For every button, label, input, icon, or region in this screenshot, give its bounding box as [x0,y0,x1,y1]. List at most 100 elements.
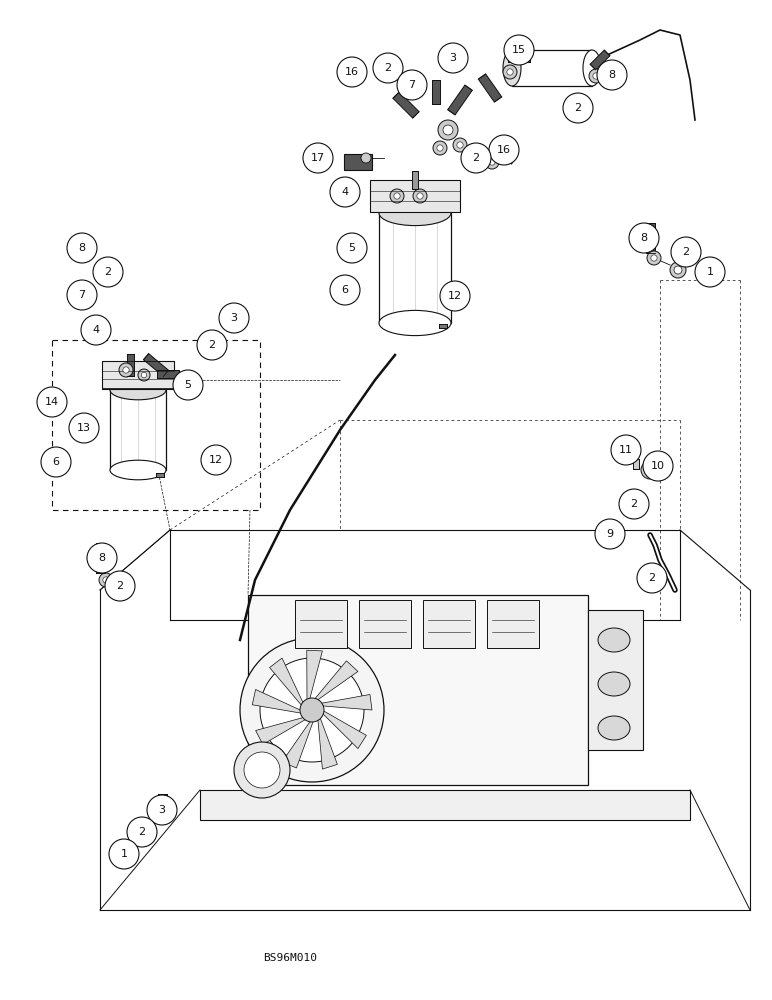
Circle shape [695,257,725,287]
Circle shape [99,573,113,587]
Polygon shape [313,661,358,701]
Circle shape [201,445,231,475]
Polygon shape [157,370,179,378]
Text: 8: 8 [608,70,615,80]
Text: 3: 3 [231,313,238,323]
Ellipse shape [379,310,451,336]
Ellipse shape [598,672,630,696]
Circle shape [394,193,400,199]
Circle shape [647,577,653,583]
Circle shape [611,435,641,465]
Circle shape [260,658,364,762]
Polygon shape [393,92,419,118]
Text: 5: 5 [185,380,191,390]
Bar [370,180,460,212]
Circle shape [651,255,657,261]
Text: 11: 11 [619,445,633,455]
Polygon shape [269,658,304,707]
Polygon shape [306,650,323,701]
Text: 3: 3 [158,805,165,815]
Circle shape [390,189,404,203]
Text: 8: 8 [79,243,86,253]
Circle shape [643,573,657,587]
Circle shape [219,303,249,333]
Circle shape [361,153,371,163]
Circle shape [138,369,150,381]
Circle shape [244,752,280,788]
Text: 12: 12 [448,291,462,301]
Circle shape [197,330,227,360]
Circle shape [629,223,659,253]
Circle shape [589,69,603,83]
Circle shape [234,742,290,798]
Circle shape [619,447,625,453]
Polygon shape [96,543,104,573]
Text: 9: 9 [607,529,614,539]
Text: 7: 7 [408,80,415,90]
Text: 2: 2 [648,573,655,583]
Circle shape [87,543,117,573]
Text: 12: 12 [209,455,223,465]
Circle shape [93,257,123,287]
Circle shape [303,143,333,173]
Polygon shape [127,354,134,376]
Circle shape [37,387,67,417]
Text: 13: 13 [77,423,91,433]
Circle shape [438,43,468,73]
Polygon shape [322,710,367,749]
Polygon shape [156,473,164,477]
Text: 1: 1 [120,849,127,859]
Polygon shape [432,80,440,104]
Bar [423,600,475,648]
Polygon shape [590,50,610,70]
Polygon shape [139,826,151,840]
Polygon shape [144,354,168,376]
Text: 2: 2 [472,153,479,163]
Circle shape [641,461,659,479]
Circle shape [438,120,458,140]
Circle shape [443,125,453,135]
Text: 4: 4 [341,187,349,197]
Circle shape [141,372,147,378]
Circle shape [595,519,625,549]
Circle shape [507,69,513,75]
Circle shape [417,193,423,199]
Circle shape [120,846,136,862]
Ellipse shape [110,460,166,480]
Text: 2: 2 [117,581,124,591]
Polygon shape [157,794,167,822]
Polygon shape [479,74,502,102]
Circle shape [503,65,517,79]
Circle shape [337,233,367,263]
Circle shape [637,563,667,593]
Text: 7: 7 [79,290,86,300]
Circle shape [645,466,655,475]
Circle shape [69,413,99,443]
Polygon shape [320,694,372,710]
Circle shape [563,93,593,123]
Circle shape [440,281,470,311]
Polygon shape [645,223,655,253]
Bar [295,600,347,648]
Circle shape [489,135,519,165]
Circle shape [109,839,139,869]
Circle shape [437,145,443,151]
Circle shape [489,159,495,165]
Ellipse shape [379,200,451,226]
Circle shape [330,275,360,305]
Bar [379,213,451,323]
Circle shape [124,850,132,858]
Circle shape [123,367,129,373]
Text: 2: 2 [631,499,638,509]
Bar [588,610,643,750]
Circle shape [643,451,673,481]
Text: 2: 2 [138,827,146,837]
Text: 2: 2 [574,103,581,113]
Text: 2: 2 [104,267,112,277]
Circle shape [67,280,97,310]
Polygon shape [439,324,447,328]
Circle shape [67,233,97,263]
Text: 2: 2 [384,63,391,73]
Text: 8: 8 [641,233,648,243]
Circle shape [457,142,463,148]
